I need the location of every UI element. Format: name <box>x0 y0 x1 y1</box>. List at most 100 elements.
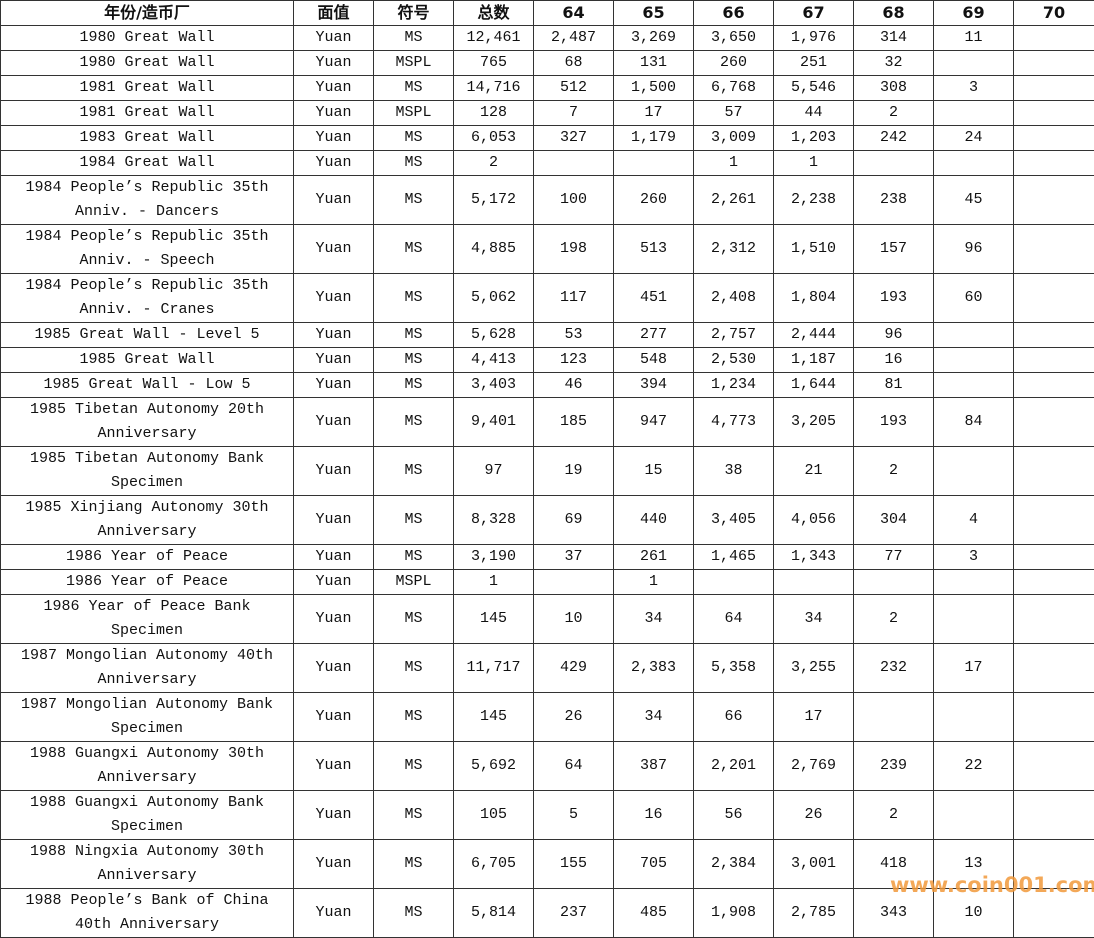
empty-cell <box>934 373 1014 398</box>
table-cell: 44 <box>774 101 854 126</box>
table-row: 1984 People’s Republic 35th Anniv. - Cra… <box>1 274 1094 323</box>
empty-cell <box>1014 791 1094 840</box>
table-cell: 512 <box>534 76 614 101</box>
table-cell: Yuan <box>294 51 374 76</box>
table-cell: 1,804 <box>774 274 854 323</box>
empty-cell <box>1014 447 1094 496</box>
table-cell: Yuan <box>294 791 374 840</box>
empty-cell <box>1014 26 1094 51</box>
table-cell: MS <box>374 373 454 398</box>
table-cell: 451 <box>614 274 694 323</box>
table-cell: MSPL <box>374 51 454 76</box>
table-cell: MS <box>374 742 454 791</box>
table-cell: 1 <box>454 570 534 595</box>
table-cell: 765 <box>454 51 534 76</box>
table-cell: 15 <box>614 447 694 496</box>
coin-name-cell: 1985 Tibetan Autonomy 20th Anniversary <box>1 398 294 447</box>
table-cell: 193 <box>854 274 934 323</box>
table-cell: 1,500 <box>614 76 694 101</box>
empty-cell <box>1014 644 1094 693</box>
table-cell: 100 <box>534 176 614 225</box>
table-cell: 17 <box>934 644 1014 693</box>
table-cell: 17 <box>614 101 694 126</box>
table-cell: 277 <box>614 323 694 348</box>
table-cell: 145 <box>454 693 534 742</box>
table-cell: 3,269 <box>614 26 694 51</box>
header-cell: 69 <box>934 1 1014 26</box>
table-cell: 5,628 <box>454 323 534 348</box>
empty-cell <box>854 693 934 742</box>
table-cell: 16 <box>614 791 694 840</box>
table-cell: 947 <box>614 398 694 447</box>
header-cell: 65 <box>614 1 694 26</box>
coin-name-cell: 1985 Great Wall - Low 5 <box>1 373 294 398</box>
table-cell: 32 <box>854 51 934 76</box>
table-cell: 69 <box>534 496 614 545</box>
table-cell: 7 <box>534 101 614 126</box>
coin-name-cell: 1987 Mongolian Autonomy Bank Specimen <box>1 693 294 742</box>
table-cell: MS <box>374 225 454 274</box>
empty-cell <box>934 51 1014 76</box>
table-cell: Yuan <box>294 693 374 742</box>
table-cell: 5,358 <box>694 644 774 693</box>
table-cell: 6,768 <box>694 76 774 101</box>
table-cell: MS <box>374 76 454 101</box>
table-cell: 1 <box>694 151 774 176</box>
table-cell: 64 <box>534 742 614 791</box>
table-cell: 242 <box>854 126 934 151</box>
coin-name-cell: 1981 Great Wall <box>1 76 294 101</box>
table-cell: 2,383 <box>614 644 694 693</box>
table-cell: 3,650 <box>694 26 774 51</box>
coin-name-cell: 1985 Great Wall <box>1 348 294 373</box>
table-cell: 53 <box>534 323 614 348</box>
table-cell: 3,405 <box>694 496 774 545</box>
table-cell: 314 <box>854 26 934 51</box>
empty-cell <box>1014 176 1094 225</box>
table-cell: 2,312 <box>694 225 774 274</box>
table-cell: 21 <box>774 447 854 496</box>
table-cell: 19 <box>534 447 614 496</box>
empty-cell <box>1014 76 1094 101</box>
table-cell: 1,908 <box>694 889 774 938</box>
table-cell: 394 <box>614 373 694 398</box>
table-cell: Yuan <box>294 126 374 151</box>
table-cell: MS <box>374 840 454 889</box>
table-cell: 26 <box>534 693 614 742</box>
table-cell: MS <box>374 595 454 644</box>
table-cell: MS <box>374 693 454 742</box>
table-cell: 1,644 <box>774 373 854 398</box>
table-cell: 131 <box>614 51 694 76</box>
coin-name-cell: 1985 Tibetan Autonomy Bank Specimen <box>1 447 294 496</box>
table-cell: 198 <box>534 225 614 274</box>
table-cell: 3 <box>934 76 1014 101</box>
coin-name-cell: 1983 Great Wall <box>1 126 294 151</box>
table-cell: 1,510 <box>774 225 854 274</box>
table-cell: MS <box>374 323 454 348</box>
table-cell: 11,717 <box>454 644 534 693</box>
header-cell: 总数 <box>454 1 534 26</box>
table-cell: 3,190 <box>454 545 534 570</box>
table-cell: MS <box>374 176 454 225</box>
table-cell: 128 <box>454 101 534 126</box>
table-cell: 4,413 <box>454 348 534 373</box>
empty-cell <box>1014 323 1094 348</box>
table-cell: 2,384 <box>694 840 774 889</box>
table-cell: 81 <box>854 373 934 398</box>
table-cell: 57 <box>694 101 774 126</box>
table-cell: Yuan <box>294 151 374 176</box>
table-cell: 68 <box>534 51 614 76</box>
table-cell: 3,001 <box>774 840 854 889</box>
table-cell: 5,546 <box>774 76 854 101</box>
table-cell: 193 <box>854 398 934 447</box>
table-cell: MS <box>374 791 454 840</box>
coin-name-cell: 1986 Year of Peace <box>1 570 294 595</box>
table-cell: 1 <box>614 570 694 595</box>
table-cell: 260 <box>694 51 774 76</box>
empty-cell <box>1014 742 1094 791</box>
